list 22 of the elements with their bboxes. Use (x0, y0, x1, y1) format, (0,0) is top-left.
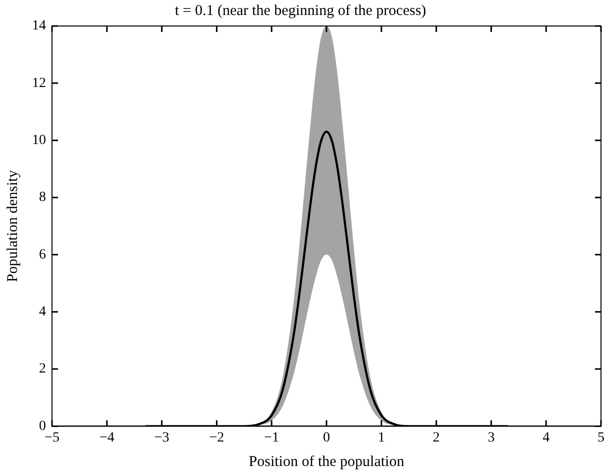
y-tick-label: 6 (39, 247, 46, 262)
y-tick-label: 12 (32, 76, 46, 91)
y-tick-label: 8 (39, 190, 46, 206)
x-axis-title: Position of the population (248, 454, 405, 470)
x-tick-label: 4 (542, 430, 550, 446)
x-tick-label: 2 (432, 430, 440, 446)
y-tick-label: 2 (39, 362, 46, 377)
y-axis-title: Population density (4, 170, 21, 282)
x-tick-label: 5 (598, 430, 604, 446)
chart-title: t = 0.1 (near the beginning of the process) (174, 2, 426, 19)
x-tick-label: 3 (488, 430, 495, 446)
y-tick-label: 10 (32, 133, 46, 148)
x-tick-label: −4 (99, 430, 114, 446)
x-tick-label: −5 (44, 430, 60, 446)
x-tick-label: −1 (264, 430, 280, 446)
y-tick-label: 4 (39, 304, 46, 320)
x-tick-label: 0 (323, 430, 330, 446)
x-tick-label: 1 (378, 430, 385, 446)
x-tick-label: −2 (209, 430, 224, 446)
y-tick-label: 0 (39, 418, 46, 434)
x-tick-label: −3 (154, 430, 170, 446)
y-tick-label: 14 (32, 18, 46, 34)
